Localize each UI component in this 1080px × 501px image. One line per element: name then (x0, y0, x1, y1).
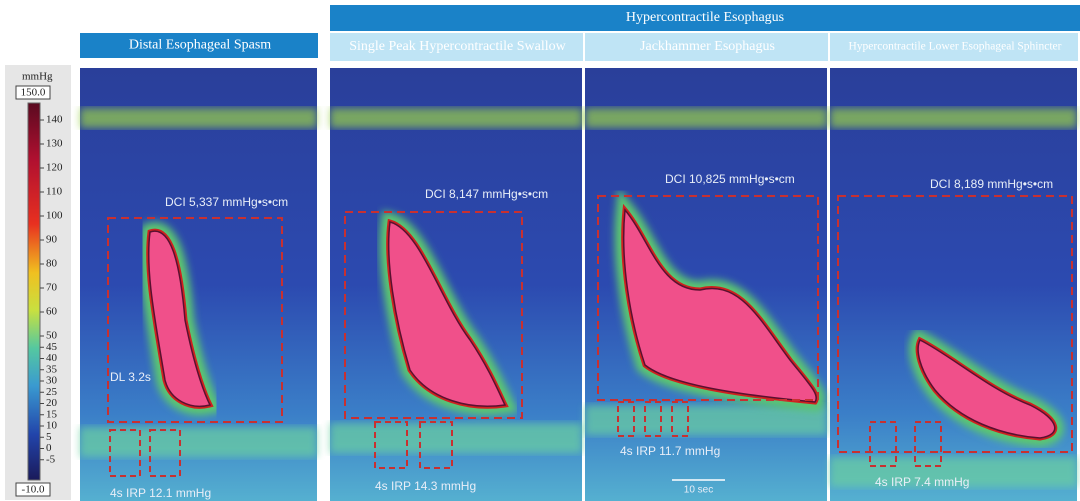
colorbar-tick-label: 45 (46, 341, 58, 353)
ues-band (80, 427, 317, 457)
colorbar-tick-label: 80 (46, 258, 58, 270)
figure: mmHg 150.0 -10.0 Hypercontractile Esopha… (0, 0, 1080, 501)
colorbar (28, 103, 40, 480)
ues-band (330, 423, 582, 453)
irp-label: 4s IRP 12.1 mmHg (110, 486, 211, 500)
les-band (585, 108, 827, 128)
colorbar-tick-label: 40 (46, 352, 58, 364)
dci-label: DCI 8,189 mmHg•s•cm (930, 177, 1053, 191)
panel-title: Hypercontractile Lower Esophageal Sphinc… (849, 41, 1062, 53)
irp-label: 4s IRP 14.3 mmHg (375, 479, 476, 493)
colorbar-tick-label: 25 (46, 386, 58, 398)
irp-label: 4s IRP 7.4 mmHg (875, 475, 969, 489)
colorbar-tick-label: 120 (46, 162, 63, 174)
panel-title: Single Peak Hypercontractile Swallow (349, 39, 566, 54)
colorbar-tick-label: 0 (46, 442, 52, 454)
panel-title: Jackhammer Esophagus (640, 39, 775, 54)
colorbar-tick-label: 110 (46, 186, 63, 198)
colorbar-max: 150.0 (21, 87, 46, 99)
dci-label: DCI 8,147 mmHg•s•cm (425, 187, 548, 201)
colorbar-tick-label: 20 (46, 397, 58, 409)
colorbar-tick-label: 90 (46, 234, 58, 246)
colorbar-tick-label: 130 (46, 138, 63, 150)
colorbar-tick-label: 30 (46, 375, 58, 387)
irp-label: 4s IRP 11.7 mmHg (620, 444, 720, 458)
colorbar-tick-label: 15 (46, 408, 58, 420)
scale-label: 10 sec (684, 485, 713, 496)
colorbar-tick-label: -5 (46, 453, 56, 465)
colorbar-tick-label: 10 (46, 420, 58, 432)
les-band (830, 108, 1077, 128)
colorbar-tick-label: 100 (46, 210, 63, 222)
colorbar-tick-label: 140 (46, 114, 63, 126)
ues-band (585, 405, 827, 435)
dl-label: DL 3.2s (110, 370, 151, 384)
dci-label: DCI 5,337 mmHg•s•cm (165, 195, 288, 209)
les-band (330, 108, 582, 128)
panel-title: Distal Esophageal Spasm (129, 38, 271, 53)
colorbar-tick-label: 50 (46, 330, 58, 342)
colorbar-min: -10.0 (22, 484, 45, 496)
colorbar-unit: mmHg (22, 71, 53, 83)
colorbar-tick-label: 70 (46, 282, 58, 294)
dci-label: DCI 10,825 mmHg•s•cm (665, 172, 795, 186)
colorbar-tick-label: 35 (46, 363, 58, 375)
colorbar-tick-label: 60 (46, 306, 58, 318)
group-header: Hypercontractile Esophagus (626, 10, 784, 25)
colorbar-tick-label: 5 (46, 431, 52, 443)
les-band (80, 108, 317, 128)
